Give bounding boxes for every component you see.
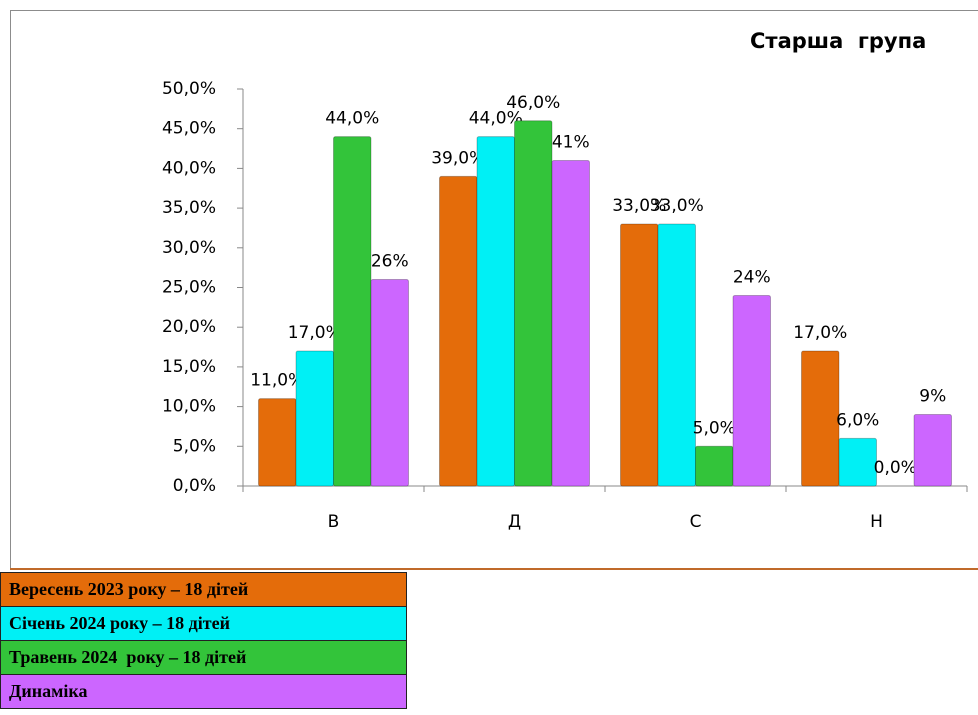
legend: Вересень 2023 року – 18 дітей Січень 2024…	[0, 572, 407, 709]
y-tick-label: 35,0%	[162, 198, 216, 218]
bar	[695, 445, 734, 487]
bar	[801, 350, 840, 487]
y-tick-label: 30,0%	[162, 238, 216, 258]
data-label: 33,0%	[650, 196, 704, 216]
legend-entry: Динаміка	[0, 674, 407, 709]
legend-row: Вересень 2023 року – 18 дітей	[0, 572, 407, 607]
x-tick-label: В	[328, 512, 340, 532]
data-label: 5,0%	[693, 418, 736, 438]
data-label: 11,0%	[250, 371, 304, 391]
data-label: 46,0%	[506, 93, 560, 113]
bar	[838, 437, 877, 487]
data-label: 9%	[919, 387, 946, 407]
bar	[295, 350, 334, 487]
bar	[439, 175, 478, 487]
data-label: 33,0%	[612, 196, 666, 216]
y-tick-label: 45,0%	[162, 119, 216, 139]
data-label: 39,0%	[431, 148, 485, 168]
y-tick-label: 25,0%	[162, 278, 216, 298]
legend-entry: Січень 2024 року – 18 дітей	[0, 606, 407, 641]
bar	[657, 223, 696, 487]
x-tick-label: С	[690, 512, 702, 532]
y-tick-label: 15,0%	[162, 357, 216, 377]
bar	[258, 398, 297, 487]
legend-row: Січень 2024 року – 18 дітей	[0, 606, 407, 641]
bar	[551, 159, 590, 487]
data-label: 17,0%	[288, 323, 342, 343]
bar	[514, 120, 553, 487]
y-tick-label: 5,0%	[173, 436, 216, 456]
data-label: 6,0%	[836, 410, 879, 430]
bar	[620, 223, 659, 487]
data-label: 0,0%	[874, 458, 917, 478]
bar	[370, 279, 409, 487]
bar	[913, 414, 952, 487]
y-tick-label: 40,0%	[162, 158, 216, 178]
legend-entry: Вересень 2023 року – 18 дітей	[0, 572, 407, 607]
legend-row: Динаміка	[0, 674, 407, 709]
data-label: 41%	[552, 132, 590, 152]
chart-title: Старша група	[750, 29, 926, 53]
data-label: 24%	[733, 267, 771, 287]
legend-row: Травень 2024 року – 18 дітей	[0, 640, 407, 675]
y-tick-label: 0,0%	[173, 476, 216, 496]
y-tick-label: 20,0%	[162, 317, 216, 337]
data-label: 26%	[371, 252, 409, 272]
chart: Старша група 0,0% 5,0% 10,0% 15,0% 20,0% 25,0…	[10, 10, 978, 570]
y-tick-label: 50,0%	[162, 79, 216, 99]
data-label: 17,0%	[793, 323, 847, 343]
bar	[476, 136, 515, 487]
y-tick-label: 10,0%	[162, 397, 216, 417]
bar	[333, 136, 372, 487]
legend-entry: Травень 2024 року – 18 дітей	[0, 640, 407, 675]
x-tick-label: Н	[870, 512, 883, 532]
data-label: 44,0%	[325, 109, 379, 129]
data-label: 44,0%	[469, 109, 523, 129]
bar	[732, 294, 771, 487]
x-tick-label: Д	[508, 512, 521, 532]
